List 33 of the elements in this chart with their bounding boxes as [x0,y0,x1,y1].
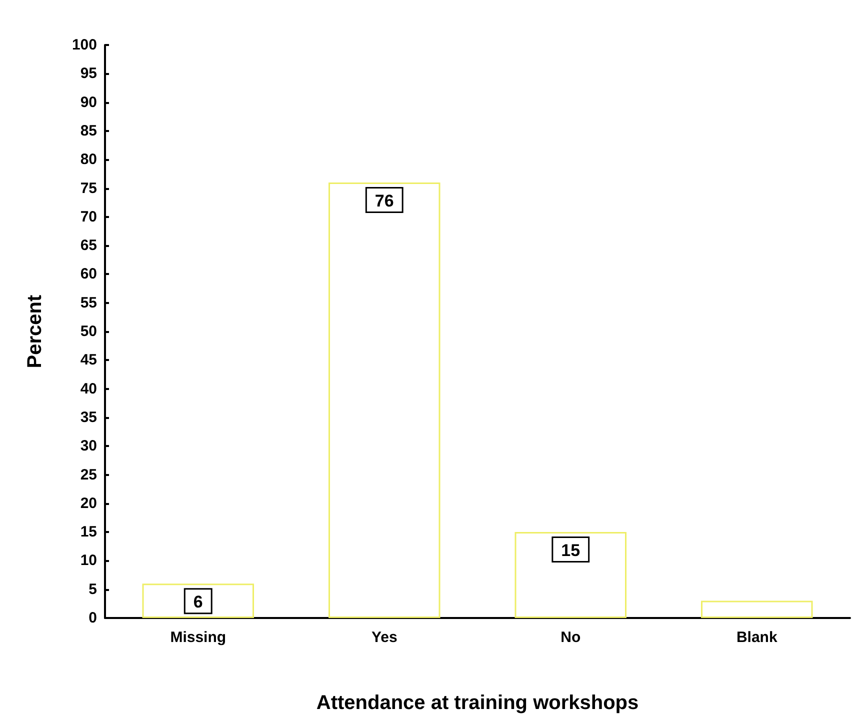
data-label: 15 [561,541,580,560]
y-tick-label: 10 [80,552,97,570]
y-tick-label: 45 [80,352,97,369]
y-tick-label: 0 [88,610,97,626]
y-tick-label: 70 [80,208,97,226]
y-tick-label: 65 [80,237,97,254]
data-label: 76 [374,192,394,211]
y-tick-label: 40 [80,380,97,398]
y-axis-title: Percent [24,294,46,368]
x-tick-label: Yes [371,629,398,646]
y-tick-label: 60 [80,266,97,283]
bar [514,532,626,618]
y-tick-label: 100 [72,36,97,54]
y-tick-label: 85 [80,122,97,140]
y-tick-label: 80 [80,151,97,168]
x-tick-label: Missing [170,629,226,646]
bar [701,600,813,618]
data-label: 6 [193,592,203,612]
y-tick-label: 50 [80,323,97,340]
x-tick-label: No [560,629,581,646]
x-tick-label: Blank [736,629,778,646]
y-tick-label: 25 [80,466,97,484]
y-tick-label: 75 [80,180,97,197]
y-tick-label: 5 [88,580,97,598]
y-tick-label: 90 [80,94,97,111]
y-tick-label: 30 [80,438,97,455]
y-tick-label: 95 [80,65,97,82]
y-tick-label: 20 [80,494,97,512]
y-tick-label: 35 [80,408,97,426]
x-axis-title: Attendance at training workshops [316,692,639,714]
y-tick-label: 15 [80,524,97,541]
bar [328,182,440,618]
y-tick-label: 55 [80,294,97,312]
